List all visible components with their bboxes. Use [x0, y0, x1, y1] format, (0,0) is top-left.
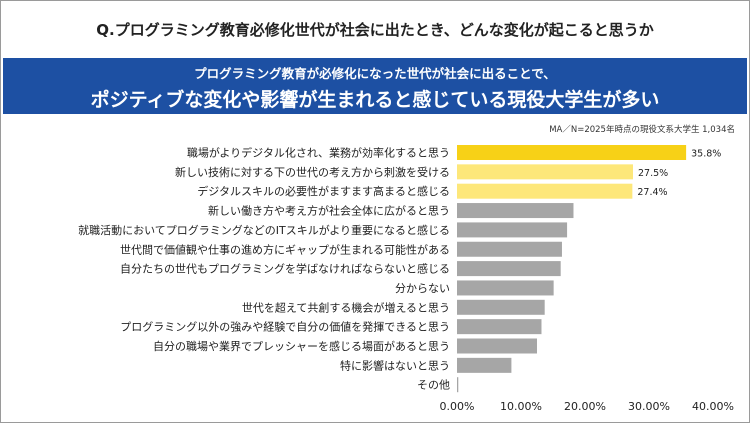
x-tick-label: 20.00%: [564, 400, 606, 413]
category-label: 特に影響はないと思う: [340, 358, 450, 372]
sample-note: MA／N=2025年時点の現役文系大学生 1,034名: [549, 125, 735, 135]
category-label: 就職活動においてプログラミングなどのITスキルがより重要になると感じる: [78, 223, 450, 237]
data-label: 35.8%: [691, 149, 721, 160]
x-tick-label: 10.00%: [500, 400, 542, 413]
bar: [457, 145, 687, 160]
category-label: 世代を超えて共創する機会が増えると思う: [242, 300, 450, 314]
category-label: 新しい働き方や考え方が社会全体に広がると思う: [208, 204, 450, 218]
x-tick-label: 40.00%: [692, 400, 734, 413]
category-label: デジタルスキルの必要性がますます高まると感じる: [197, 184, 450, 198]
data-label: 27.4%: [637, 187, 667, 198]
data-label: 27.5%: [638, 168, 668, 179]
bar: [457, 183, 633, 199]
category-label: 自分の職場や業界でプレッシャーを感じる場面があると思う: [153, 339, 450, 353]
bar: [457, 357, 512, 373]
bar: [457, 222, 568, 238]
headline-line1: プログラミング教育が必修化になった世代が社会に出ることで、: [194, 66, 556, 81]
category-label: 世代間で価値観や仕事の進め方にギャップが生まれる可能性がある: [120, 242, 450, 256]
bar: [457, 280, 554, 296]
category-label: 新しい技術に対する下の世代の考え方から刺激を受ける: [175, 165, 450, 179]
headline-band: プログラミング教育が必修化になった世代が社会に出ることで、 ポジティブな変化や影…: [3, 58, 747, 114]
category-label: 職場がよりデジタル化され、業務が効率化すると思う: [187, 146, 450, 160]
question-title: Q.プログラミング教育必修化世代が社会に出たとき、どんな変化が起こると思うか: [96, 21, 654, 39]
bar: [457, 377, 459, 393]
bar: [457, 299, 545, 315]
bar: [457, 164, 633, 180]
category-label: 分からない: [395, 282, 450, 295]
x-tick-label: 0.00%: [440, 400, 475, 413]
bar: [457, 203, 574, 219]
bar: [457, 319, 542, 335]
bar: [457, 241, 562, 257]
bar: [457, 338, 537, 354]
x-tick-label: 30.00%: [628, 400, 670, 413]
category-label: その他: [417, 379, 450, 392]
category-label: プログラミング以外の強みや経験で自分の価値を発揮できると思う: [120, 320, 450, 334]
bar: [457, 261, 561, 277]
category-label: 自分たちの世代もプログラミングを学ばなければならないと感じる: [120, 262, 450, 276]
headline-line2: ポジティブな変化や影響が生まれると感じている現役大学生が多い: [90, 89, 660, 111]
